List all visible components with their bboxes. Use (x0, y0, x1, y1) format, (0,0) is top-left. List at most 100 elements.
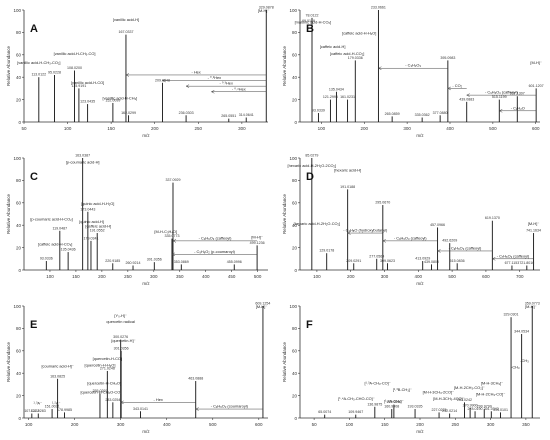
y-axis-label: Relative Abundance (6, 341, 11, 382)
spectrum-panel-e: E 0 20 40 60 80 100 100 200 300 400 500 600 m/z Relati… (6, 302, 270, 435)
peak-mz-label: 278.0190 (468, 407, 483, 411)
neutral-loss-label: - C₉H₆O₃ (caffeoyl) (394, 235, 427, 240)
peak-mz-label: 492.6209 (442, 239, 457, 243)
arrow-head-icon (466, 93, 470, 97)
y-tick-label: 0 (294, 268, 297, 273)
x-tick-label: 300 (117, 422, 125, 427)
y-axis-label: Relative Abundance (6, 193, 11, 234)
x-tick-label: 250 (452, 422, 460, 427)
fragment-annotation: [quercetin-H]⁻ (111, 338, 135, 343)
peak-mz-label: 69.0149 (302, 19, 315, 23)
fragment-annotation: [vanillic acid-H] (113, 17, 139, 22)
panel-letter: B (306, 23, 314, 35)
arrow-head-icon (382, 239, 386, 243)
peak-mz-label: 335.0362 (415, 113, 430, 117)
peak-mz-label: 335.0773 (164, 234, 179, 238)
y-tick-label: 20 (292, 97, 298, 102)
y-tick-label: 20 (16, 245, 22, 250)
neutral-loss-label: - C₉H₆O₂ (p-coumaroyl) (194, 249, 235, 254)
arrow-head-icon (210, 90, 215, 94)
x-tick-label: 250 (195, 126, 203, 131)
fragment-annotation: [caffeic acid-H] (320, 44, 346, 49)
x-tick-label: 500 (489, 126, 497, 131)
x-tick-label: 300 (238, 126, 246, 131)
fragment-annotation: [caffeic acid-H-CO₂] (38, 241, 72, 246)
fragment-annotation: [quinic acid-H] (79, 219, 104, 224)
y-tick-label: 100 (289, 156, 297, 161)
peak-mz-label: 242.0214 (442, 409, 457, 413)
x-tick-label: 250 (124, 274, 132, 279)
y-tick-label: 40 (292, 75, 298, 80)
fragment-annotation: [malonic acid-H-CO₂] (295, 19, 332, 24)
y-tick-label: 40 (16, 371, 22, 376)
y-tick-label: 20 (292, 245, 298, 250)
peak-mz-label: 93.0339 (312, 109, 325, 113)
x-tick-label: 500 (448, 274, 456, 279)
fragment-annotation: [M-H]⁻ (256, 304, 268, 309)
arrow-head-icon (347, 231, 351, 235)
x-tick-label: 700 (516, 274, 524, 279)
neutral-loss-label: - C₂H₂O (511, 105, 525, 110)
fragment-annotation: -CH₃ (511, 365, 520, 370)
x-tick-label: 450 (228, 274, 236, 279)
x-axis-label: m/z (416, 429, 424, 434)
x-tick-label: 100 (46, 274, 54, 279)
fragment-annotation: [M-H-3CH₃-2CO]⁻ (423, 389, 455, 394)
fragment-annotation: [M-H]⁻ (251, 235, 263, 240)
x-tick-label: 50 (312, 422, 318, 427)
peak-mz-label: 329.0301 (504, 313, 519, 317)
fragment-annotation: [M-H-2CH₃-CO₂]⁻ (454, 385, 485, 390)
x-tick-label: 500 (254, 274, 262, 279)
fragment-annotation: [M-H-C₃H₄O] (154, 229, 177, 234)
arrow-head-icon (161, 78, 166, 83)
fragment-annotation: [hexaric acid-H] (334, 167, 361, 172)
y-axis-label: Relative Abundance (282, 341, 287, 382)
peak-mz-label: 439.0800 (424, 260, 439, 264)
x-axis-label: m/z (142, 429, 150, 434)
peak-mz-label: 295.0670 (375, 201, 390, 205)
peak-mz-label: 609.1254 (255, 302, 270, 306)
x-tick-label: 200 (416, 422, 424, 427)
arrow-head-icon (120, 400, 124, 405)
x-axis-label: m/z (416, 133, 424, 138)
panel-letter: F (306, 319, 313, 331)
peak-mz-label: 457.0966 (430, 223, 445, 227)
fragment-annotation: [quercetin-H-CH₂O-CO] (80, 389, 121, 394)
y-tick-label: 60 (292, 201, 298, 206)
y-tick-label: 0 (294, 416, 297, 421)
peak-mz-label: 163.0387 (75, 154, 90, 158)
x-axis-label: m/z (142, 281, 150, 286)
arrow-head-icon (447, 86, 451, 91)
peak-mz-label: 107.0122 (24, 409, 39, 413)
peak-mz-label: 179.0336 (348, 56, 363, 60)
fragment-annotation: [vanillic acid-H-CO] (71, 80, 104, 85)
panel-letter: C (30, 171, 38, 183)
peak-mz-label: 93.0336 (40, 257, 53, 261)
fragment-annotation: [hexaric acid-H-2H₂O-2CO₂] (288, 163, 337, 168)
fragment-annotation: [caffeic acid-H-H₂O] (342, 31, 376, 36)
x-tick-label: 100 (25, 422, 33, 427)
peak-mz-label: 163.0825 (50, 374, 65, 378)
peak-mz-label: 115.9191 (72, 84, 87, 88)
peak-mz-label: 265.0551 (221, 114, 236, 118)
fragment-annotation: [p-coumaric acid-H] (66, 160, 100, 165)
spectrum-panel-f: F 0 20 40 60 80 100 50 100 150 200 250 300 350 m/z Rela… (282, 302, 540, 434)
y-tick-label: 100 (13, 8, 21, 13)
neutral-loss-label: - ⁰˒⁴Hex (232, 86, 246, 91)
y-axis-label: Relative Abundance (6, 45, 11, 86)
x-tick-label: 400 (446, 126, 454, 131)
peak-mz-label: 135.0436 (61, 248, 76, 252)
x-tick-label: 100 (313, 274, 321, 279)
x-axis-label: m/z (416, 281, 424, 286)
x-tick-label: 150 (381, 422, 389, 427)
peak-mz-label: 135.0434 (329, 87, 344, 91)
arrow-head-icon (195, 407, 199, 411)
x-tick-label: 100 (318, 126, 326, 131)
peak-mz-label: 301.0356 (147, 258, 162, 262)
peak-mz-label: 160.9908 (384, 405, 399, 409)
fragment-annotation: [M-H]⁻ (528, 221, 540, 226)
fragment-annotation: [quinic acid-H-H₂O] (81, 201, 114, 206)
y-tick-label: 80 (292, 326, 298, 331)
peak-mz-label: 265.0859 (385, 112, 400, 116)
fragment-annotation: [¹˒⁴A-CH₃-CHO-CO]⁻ (338, 396, 375, 401)
